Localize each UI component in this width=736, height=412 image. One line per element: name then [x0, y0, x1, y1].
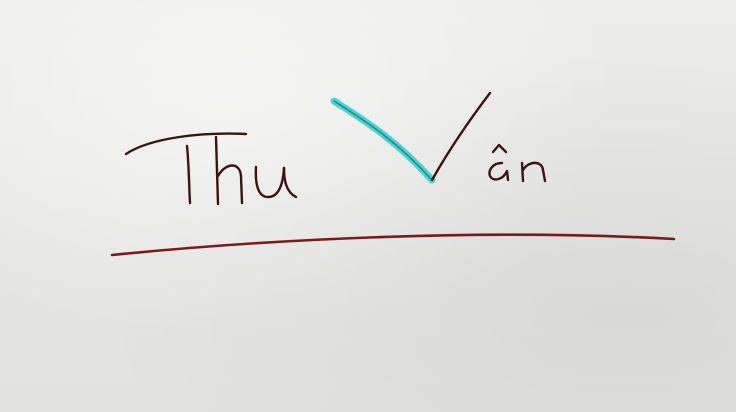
letter-u [254, 165, 298, 199]
v-right-stroke [430, 91, 492, 182]
v-left-stroke-highlight [330, 97, 436, 184]
underline [110, 233, 676, 257]
letter-n [520, 161, 547, 183]
letter-h [214, 135, 244, 206]
letter-t [124, 132, 248, 205]
letter-v [330, 91, 492, 184]
letter-a-circumflex [488, 143, 510, 182]
